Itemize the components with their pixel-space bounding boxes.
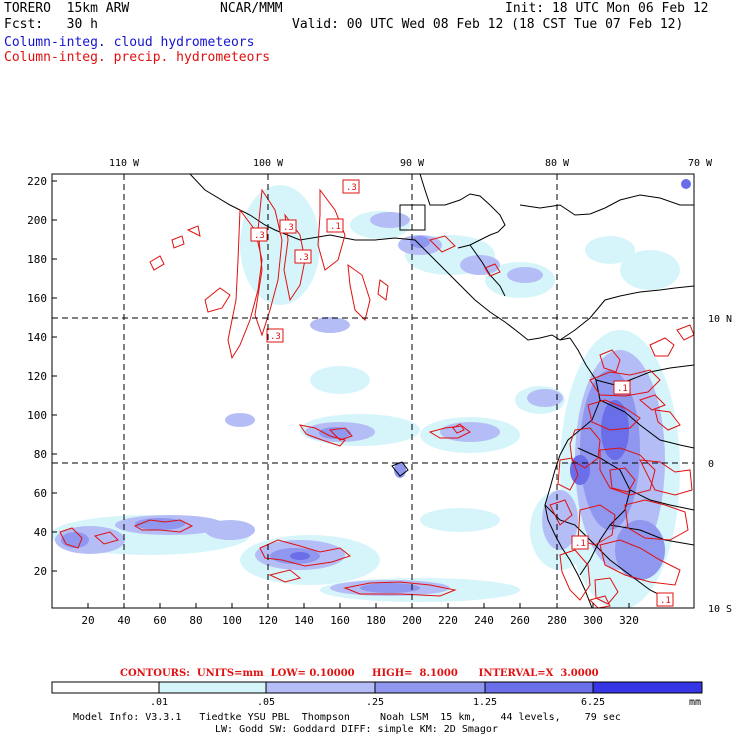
y-tick-label: 120 [27,370,47,383]
longitude-label: 100 W [253,158,284,169]
contour-label: .3 [283,223,294,233]
x-tick-label: 40 [117,614,130,627]
contour-label: .1 [660,596,671,606]
valid-time: Valid: 00 UTC Wed 08 Feb 12 (18 CST Tue … [292,17,684,32]
x-tick-label: 320 [619,614,639,627]
contour-labels: .3 .3 .3 .3 .1 .3 .1 .1 .1 [250,179,674,607]
contours-info: CONTOURS: UNITS=mm LOW= 0.10000 HIGH= 8.… [120,668,599,679]
x-tick-label: 60 [153,614,166,627]
x-tick-label: 20 [81,614,94,627]
x-tick-label: 280 [547,614,567,627]
latitude-label: 0 [708,459,714,470]
y-tick-label: 20 [34,565,47,578]
latitude-label: 10 S [708,604,732,615]
colorbar-swatch [266,682,375,693]
colorbar-label: .01 [150,697,168,708]
latlon-grid [52,174,694,608]
y-tick-label: 140 [27,331,47,344]
bottom-axis-ticks [87,603,630,608]
bottom-axis-labels: 20 40 60 80 100 120 140 160 180 200 220 … [81,614,639,627]
colorbar [51,681,703,694]
y-tick-label: 80 [34,448,47,461]
colorbar-labels: .01 .05 .25 1.25 6.25 mm [150,697,701,708]
contour-label: .3 [346,183,357,193]
longitude-label: 110 W [109,158,140,169]
x-tick-label: 100 [222,614,242,627]
latitude-labels: 10 N 0 10 S [708,314,732,615]
init-time: Init: 18 UTC Mon 06 Feb 12 [505,1,709,16]
x-tick-label: 260 [510,614,530,627]
model-title: TORERO 15km ARW [4,1,130,16]
colorbar-swatch [375,682,485,693]
colorbar-label: 1.25 [473,697,497,708]
y-tick-label: 180 [27,253,47,266]
center-label: NCAR/MMM [220,1,283,16]
map-frame [51,173,695,609]
x-tick-label: 140 [294,614,314,627]
x-tick-label: 180 [366,614,386,627]
x-tick-label: 200 [402,614,422,627]
contour-label: .3 [298,253,309,263]
precip-contours [59,188,694,608]
longitude-label: 80 W [545,158,570,169]
contour-label: .1 [617,384,628,394]
colorbar-swatch [593,682,702,693]
colorbar-swatch [52,682,159,693]
y-tick-label: 160 [27,292,47,305]
colorbar-swatch [159,682,266,693]
longitude-label: 90 W [400,158,425,169]
x-tick-label: 160 [330,614,350,627]
left-axis-ticks [52,180,57,572]
y-tick-label: 220 [27,175,47,188]
y-tick-label: 100 [27,409,47,422]
contour-label: .3 [270,332,281,342]
colorbar-label: .25 [366,697,384,708]
field-cloud-title: Column-integ. cloud hydrometeors [4,35,255,50]
left-axis-labels: 220 200 180 160 140 120 100 80 60 40 20 [27,175,47,578]
colorbar-swatch [485,682,593,693]
contour-label: .1 [330,222,341,232]
contour-label: .1 [575,539,586,549]
x-tick-label: 220 [438,614,458,627]
model-info-line2: LW: Godd SW: Goddard DIFF: simple KM: 2D… [215,724,498,735]
contour-label: .3 [254,231,265,241]
x-tick-label: 80 [189,614,202,627]
x-tick-label: 120 [258,614,278,627]
longitude-label: 70 W [688,158,713,169]
y-tick-label: 40 [34,526,47,539]
model-info-line1: Model Info: V3.3.1 Tiedtke YSU PBL Thomp… [73,712,621,723]
y-tick-label: 60 [34,487,47,500]
colorbar-label: 6.25 [581,697,605,708]
forecast-hour: Fcst: 30 h [4,17,98,32]
longitude-labels: 110 W 100 W 90 W 80 W 70 W [109,158,713,169]
field-precip-title: Column-integ. precip. hydrometeors [4,50,271,65]
colorbar-label: .05 [257,697,275,708]
x-tick-label: 300 [583,614,603,627]
x-tick-label: 240 [474,614,494,627]
colorbar-unit: mm [689,697,701,708]
latitude-label: 10 N [708,314,732,325]
coastlines [189,174,694,608]
y-tick-label: 200 [27,214,47,227]
